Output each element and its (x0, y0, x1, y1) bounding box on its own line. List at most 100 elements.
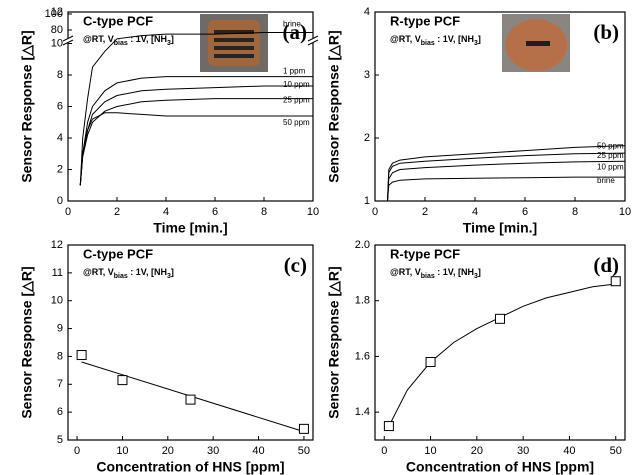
condition-part: 3 (474, 40, 478, 47)
axis-break (307, 39, 319, 46)
data-point (117, 375, 128, 386)
x-tick-label: 2 (114, 206, 120, 218)
condition-part: 3 (167, 40, 171, 47)
y-tick-label: 11 (52, 267, 63, 279)
plot-frame (374, 11, 626, 202)
y-tick-label: 2 (57, 163, 63, 175)
x-tick-label: 0 (74, 445, 80, 457)
plot-frame (67, 244, 314, 441)
y-tick-label: 2 (364, 132, 370, 144)
y-tick-label: 12 (51, 239, 63, 251)
y-tick-label: 2.0 (355, 239, 370, 251)
y-tick-label: 1 (364, 195, 370, 207)
y-tick-label: 8 (57, 350, 63, 362)
condition-part: ] (171, 34, 174, 44)
x-axis-label: Concentration of HNS [ppm] (406, 459, 594, 475)
panel-label: (a) (283, 20, 308, 44)
y-tick-label: 10 (51, 37, 63, 49)
x-axis-label: Time [min.] (153, 220, 227, 236)
x-tick-label: 30 (207, 445, 219, 457)
panel-label: (c) (284, 253, 307, 277)
condition-part: : 1V, [NH (435, 267, 474, 277)
condition-part: bias (114, 40, 128, 47)
panel-label: (b) (593, 20, 619, 44)
x-tick-label: 10 (424, 445, 436, 457)
axis-break-gap (64, 38, 72, 43)
condition-part: ] (478, 34, 481, 44)
data-point (425, 357, 436, 367)
y-tick-label: 5 (57, 434, 63, 446)
panel-title: R-type PCF (390, 13, 460, 28)
photo-a (200, 14, 268, 72)
x-tick-label: 6 (212, 206, 218, 218)
x-tick-label: 0 (372, 206, 378, 218)
data-line (79, 76, 313, 186)
x-tick-label: 8 (572, 206, 578, 218)
y-tick-label: 1.6 (355, 350, 370, 362)
y-tick-label: 4 (364, 6, 370, 18)
panel-label: (d) (593, 253, 619, 277)
condition-part: @RT, V (83, 34, 114, 44)
x-tick-label: 4 (163, 206, 169, 218)
x-tick-label: 20 (471, 445, 483, 457)
y-tick-label: 6 (57, 100, 63, 112)
x-tick-label: 10 (307, 206, 319, 218)
data-line (79, 32, 313, 186)
x-tick-label: 0 (65, 206, 71, 218)
y-axis-label: Sensor Response [△R] (19, 30, 35, 182)
curve-label: 25 ppm (597, 151, 624, 160)
y-tick-label: 1.8 (355, 295, 370, 307)
data-point (610, 276, 621, 287)
y-axis-label: Sensor Response [△R] (19, 266, 35, 418)
y-tick-label: 7 (57, 378, 63, 390)
y-axis-label: Sensor Response [△R] (326, 266, 342, 418)
condition: @RT, Vbias : 1V, [NH3] (83, 267, 174, 280)
x-tick-label: 8 (261, 206, 267, 218)
fit-line (388, 283, 616, 427)
x-tick-label: 2 (422, 206, 428, 218)
photo-b (502, 14, 570, 72)
condition-part: 3 (167, 273, 171, 280)
y-tick-label: 1.4 (355, 406, 370, 418)
condition-part: : 1V, [NH (435, 34, 474, 44)
condition: @RT, Vbias : 1V, [NH3] (83, 34, 174, 47)
condition-part: : 1V, [NH (128, 34, 167, 44)
data-line (79, 85, 313, 186)
axis-break-gap (309, 38, 317, 43)
condition-part: : 1V, [NH (128, 267, 167, 277)
y-tick-label: 6 (57, 406, 63, 418)
data-point (298, 423, 309, 434)
curve-label: 25 ppm (283, 96, 310, 105)
y-tick-label: 9 (57, 322, 63, 334)
condition-part: @RT, V (390, 267, 421, 277)
x-tick-label: 4 (472, 206, 478, 218)
curve-label: brine (283, 20, 301, 29)
x-tick-label: 6 (522, 206, 528, 218)
y-tick-label: 4 (57, 132, 63, 144)
x-axis-label: Time [min.] (463, 220, 537, 236)
y-tick-label: 0 (57, 195, 63, 207)
axis-break (62, 35, 74, 42)
axis-break (62, 39, 74, 46)
condition-part: bias (114, 273, 128, 280)
panel-title: C-type PCF (83, 246, 153, 261)
condition: @RT, Vbias : 1V, [NH3] (390, 34, 481, 47)
data-line (79, 98, 313, 186)
curve-label: 10 ppm (283, 80, 310, 89)
y-tick-label: 10 (51, 295, 63, 307)
curve-label: brine (597, 176, 615, 185)
x-tick-label: 10 (619, 206, 631, 218)
plot-frame (374, 244, 626, 441)
curve-label: 50 ppm (597, 142, 624, 151)
panel-title: R-type PCF (390, 246, 460, 261)
x-tick-label: 40 (563, 445, 575, 457)
x-axis-label: Concentration of HNS [ppm] (96, 459, 284, 475)
curve-label: 1 ppm (283, 67, 306, 76)
curve-label: 50 ppm (283, 118, 310, 127)
y-break-tick-label: 80 (51, 24, 63, 36)
data-point (185, 394, 196, 405)
condition-part: ] (478, 267, 481, 277)
condition-part: bias (421, 40, 435, 47)
x-tick-label: 50 (610, 445, 622, 457)
